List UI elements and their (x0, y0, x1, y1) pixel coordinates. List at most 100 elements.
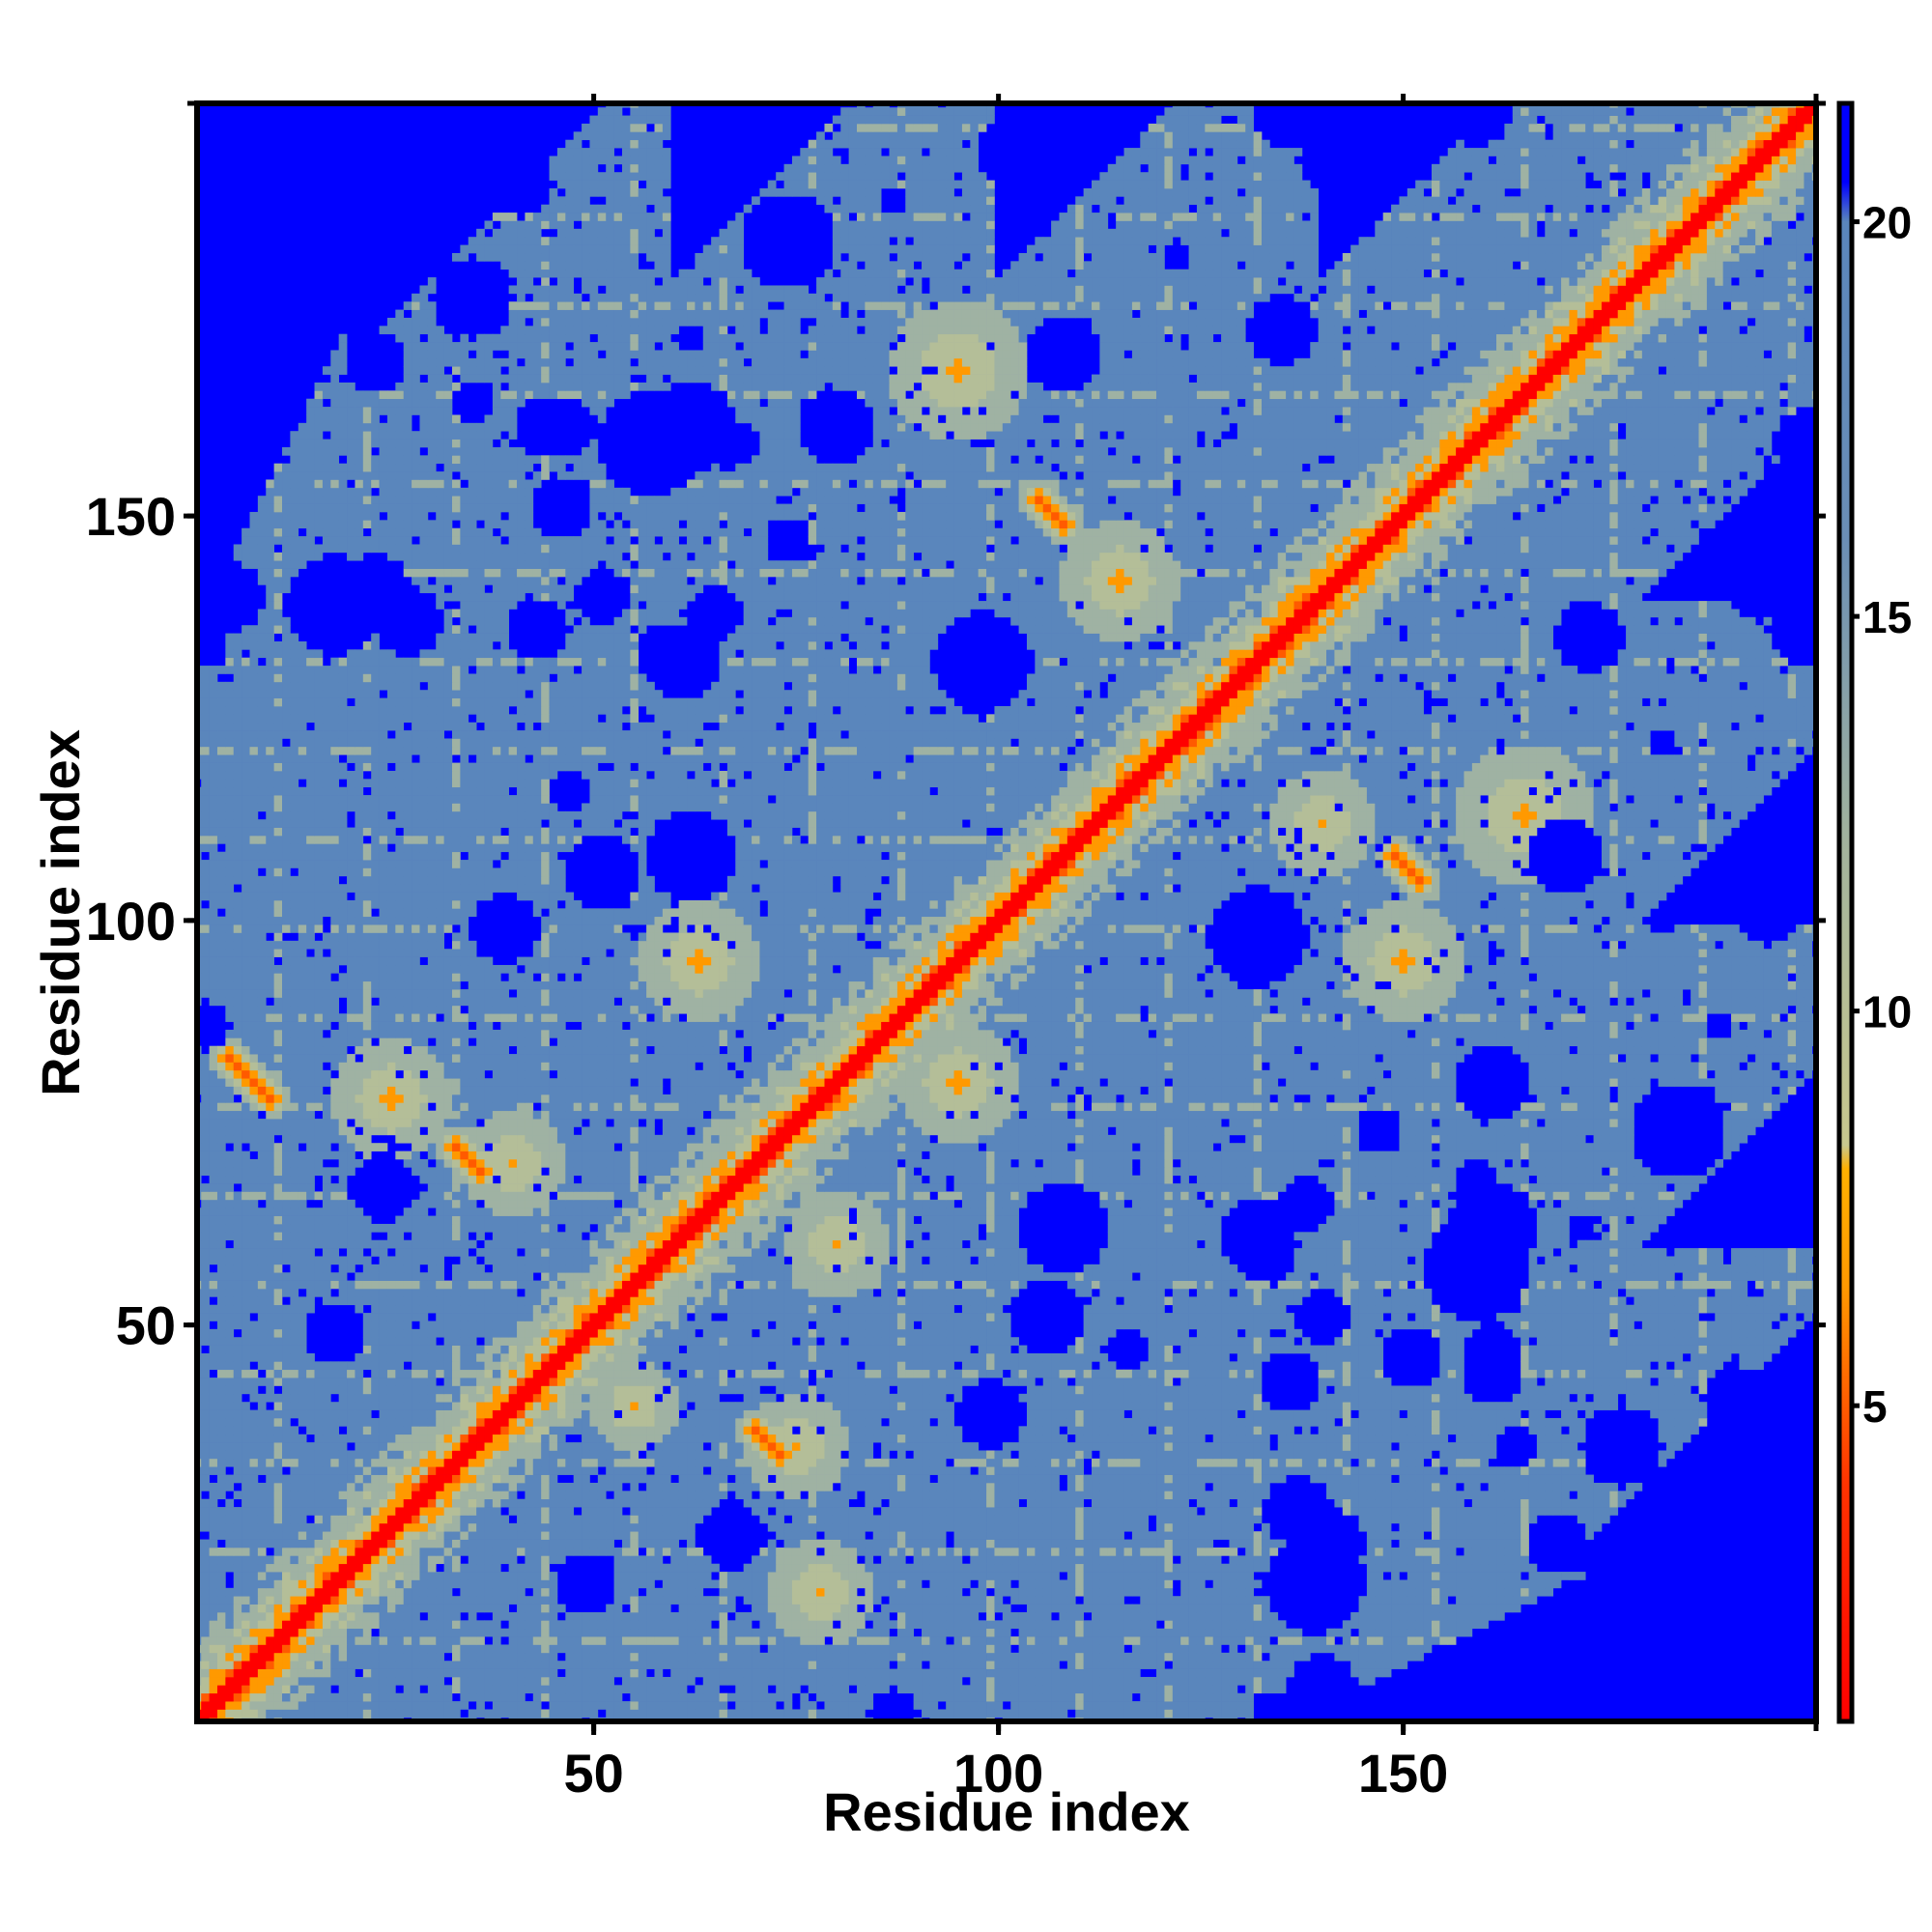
heatmap-cell (387, 1644, 396, 1653)
heatmap-cell (371, 1644, 380, 1653)
heatmap-cell (1278, 1669, 1287, 1678)
heatmap-cell (824, 1685, 833, 1693)
heatmap-cell (1099, 1693, 1108, 1702)
heatmap-cell (1067, 1669, 1076, 1678)
heatmap-cell (436, 1677, 444, 1686)
heatmap-cell (905, 1677, 914, 1686)
heatmap-cell (460, 1644, 469, 1653)
heatmap-cell (1262, 1677, 1270, 1686)
heatmap-cell (210, 1709, 218, 1718)
heatmap-cell (614, 1669, 623, 1678)
heatmap-cell (589, 1677, 598, 1686)
heatmap-cell (347, 1677, 355, 1686)
heatmap-cell (1099, 1709, 1108, 1718)
heatmap-cell (727, 1709, 736, 1718)
heatmap-cell (824, 1661, 833, 1669)
heatmap-cell (249, 1685, 258, 1693)
heatmap-cell (824, 1709, 833, 1718)
heatmap-cell (210, 1653, 218, 1662)
heatmap-cell (1010, 1685, 1019, 1693)
heatmap-cell (550, 1701, 558, 1710)
heatmap-cell (234, 1693, 242, 1702)
heatmap-cell (249, 1709, 258, 1718)
heatmap-cell (687, 1661, 696, 1669)
heatmap-cell (315, 1669, 324, 1678)
heatmap-cell (809, 1669, 817, 1678)
heatmap-cell (525, 1653, 533, 1662)
heatmap-cell (412, 1653, 420, 1662)
heatmap-cell (565, 1669, 574, 1678)
heatmap-cell (387, 1653, 396, 1662)
heatmap-cell (1189, 1653, 1198, 1662)
heatmap-cell (1221, 1693, 1230, 1702)
heatmap-cell (654, 1677, 663, 1686)
heatmap-cell (1262, 1685, 1270, 1693)
heatmap-cell (1189, 1661, 1198, 1669)
heatmap-cell (1092, 1661, 1100, 1669)
heatmap-cell (525, 1685, 533, 1693)
heatmap-cell (371, 1701, 380, 1710)
heatmap-cell (954, 1693, 963, 1702)
heatmap-cell (759, 1669, 768, 1678)
heatmap-cell (217, 1669, 226, 1678)
heatmap-cell (857, 1653, 866, 1662)
heatmap-cell (355, 1709, 363, 1718)
heatmap-cell (663, 1709, 671, 1718)
heatmap-cell (330, 1709, 339, 1718)
heatmap-cell (258, 1661, 267, 1669)
heatmap-cell (1407, 1653, 1416, 1662)
heatmap-cell (517, 1693, 526, 1702)
heatmap-cell (1173, 1669, 1181, 1678)
heatmap-cell (210, 1644, 218, 1653)
heatmap-cell (630, 1693, 639, 1702)
heatmap-cell (1205, 1709, 1213, 1718)
heatmap-cell (541, 1677, 550, 1686)
heatmap-cell (1237, 1653, 1246, 1662)
heatmap-cell (371, 1669, 380, 1678)
heatmap-cell (249, 1669, 258, 1678)
heatmap-cell (1254, 1653, 1263, 1662)
heatmap-cell (1359, 1677, 1368, 1686)
heatmap-cell (744, 1685, 753, 1693)
heatmap-cell (897, 1685, 906, 1693)
heatmap-cell (890, 1669, 898, 1678)
heatmap-cell (946, 1677, 954, 1686)
heatmap-cell (1003, 1661, 1011, 1669)
heatmap-cell (1334, 1653, 1343, 1662)
heatmap-cell (258, 1685, 267, 1693)
heatmap-cell (1383, 1653, 1392, 1662)
heatmap-cell (1197, 1709, 1206, 1718)
heatmap-cell (574, 1701, 582, 1710)
heatmap-cell (1197, 1677, 1206, 1686)
heatmap-cell (703, 1693, 712, 1702)
heatmap-cell (776, 1693, 784, 1702)
heatmap-cell (598, 1661, 607, 1669)
heatmap-cell (744, 1693, 753, 1702)
heatmap-cell (315, 1685, 324, 1693)
heatmap-cell (670, 1677, 679, 1686)
heatmap-cell (1229, 1709, 1237, 1718)
heatmap-cell (873, 1653, 882, 1662)
heatmap-cell (840, 1661, 849, 1669)
heatmap-cell (922, 1701, 930, 1710)
heatmap-cell (565, 1685, 574, 1693)
heatmap-cell (201, 1693, 210, 1702)
heatmap-cell (347, 1693, 355, 1702)
heatmap-cell (274, 1693, 283, 1702)
heatmap-cell (355, 1644, 363, 1653)
heatmap-cell (670, 1653, 679, 1662)
heatmap-cell (1027, 1661, 1036, 1669)
heatmap-cell (1019, 1661, 1028, 1669)
heatmap-cell (363, 1653, 372, 1662)
heatmap-cell (1149, 1709, 1157, 1718)
heatmap-cell (833, 1693, 841, 1702)
heatmap-cell (873, 1661, 882, 1669)
heatmap-cell (306, 1685, 315, 1693)
heatmap-cell (1197, 1661, 1206, 1669)
heatmap-cell (938, 1693, 947, 1702)
heatmap-cell (330, 1701, 339, 1710)
heatmap-cell (890, 1653, 898, 1662)
heatmap-cell (274, 1653, 283, 1662)
heatmap-cell (1164, 1693, 1173, 1702)
heatmap-cell (582, 1709, 590, 1718)
